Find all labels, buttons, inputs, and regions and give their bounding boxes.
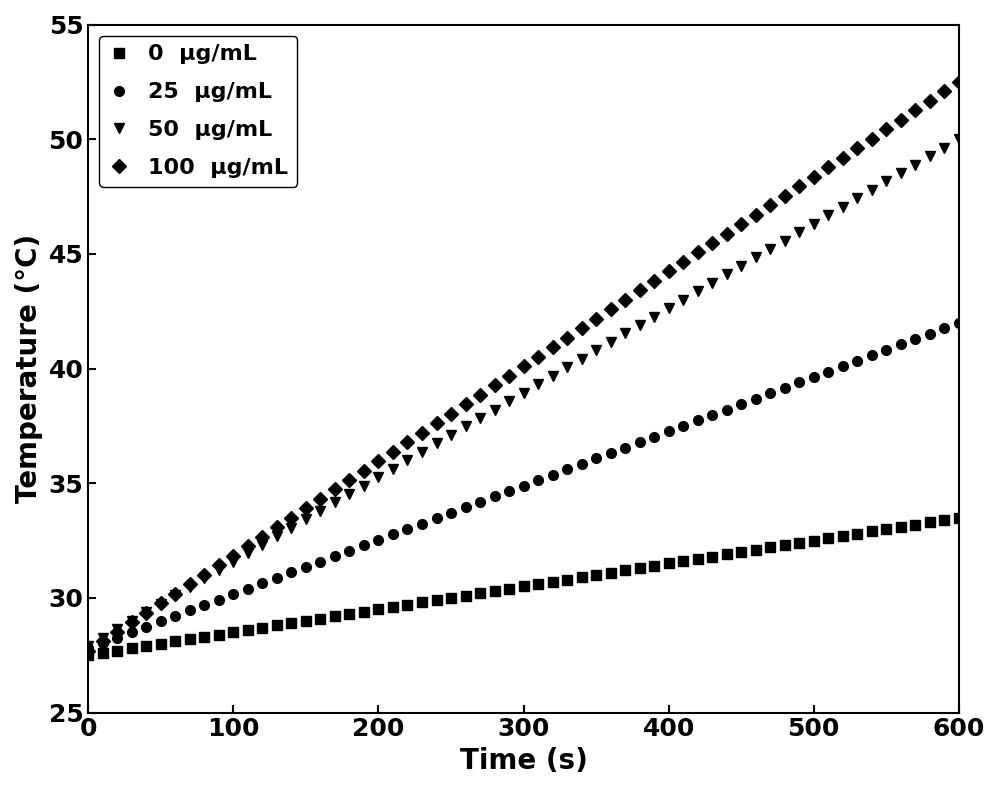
50  μg/mL — [837, 202, 849, 212]
Line: 0  μg/mL: 0 μg/mL — [83, 513, 964, 660]
25  μg/mL — [953, 318, 965, 327]
50  μg/mL — [256, 540, 268, 549]
0  μg/mL — [605, 568, 617, 577]
Line: 50  μg/mL: 50 μg/mL — [83, 134, 964, 651]
0  μg/mL — [82, 650, 94, 660]
100  μg/mL — [285, 514, 297, 523]
100  μg/mL — [605, 305, 617, 314]
25  μg/mL — [605, 448, 617, 457]
Line: 25  μg/mL: 25 μg/mL — [83, 318, 964, 653]
100  μg/mL — [953, 77, 965, 87]
Line: 100  μg/mL: 100 μg/mL — [83, 77, 964, 656]
25  μg/mL — [82, 644, 94, 653]
25  μg/mL — [547, 470, 559, 480]
25  μg/mL — [837, 361, 849, 371]
50  μg/mL — [387, 464, 399, 473]
X-axis label: Time (s): Time (s) — [460, 747, 587, 775]
50  μg/mL — [547, 371, 559, 381]
50  μg/mL — [82, 641, 94, 651]
25  μg/mL — [256, 578, 268, 588]
0  μg/mL — [285, 619, 297, 628]
25  μg/mL — [285, 568, 297, 577]
50  μg/mL — [605, 337, 617, 347]
0  μg/mL — [837, 531, 849, 540]
Legend: 0  μg/mL, 25  μg/mL, 50  μg/mL, 100  μg/mL: 0 μg/mL, 25 μg/mL, 50 μg/mL, 100 μg/mL — [99, 36, 297, 186]
100  μg/mL — [387, 447, 399, 457]
Y-axis label: Temperature (°C): Temperature (°C) — [15, 234, 43, 503]
25  μg/mL — [387, 529, 399, 539]
100  μg/mL — [837, 153, 849, 163]
50  μg/mL — [285, 523, 297, 532]
0  μg/mL — [387, 602, 399, 611]
100  μg/mL — [82, 646, 94, 656]
50  μg/mL — [953, 134, 965, 144]
0  μg/mL — [547, 577, 559, 587]
100  μg/mL — [256, 532, 268, 542]
0  μg/mL — [953, 513, 965, 522]
0  μg/mL — [256, 623, 268, 633]
100  μg/mL — [547, 343, 559, 352]
